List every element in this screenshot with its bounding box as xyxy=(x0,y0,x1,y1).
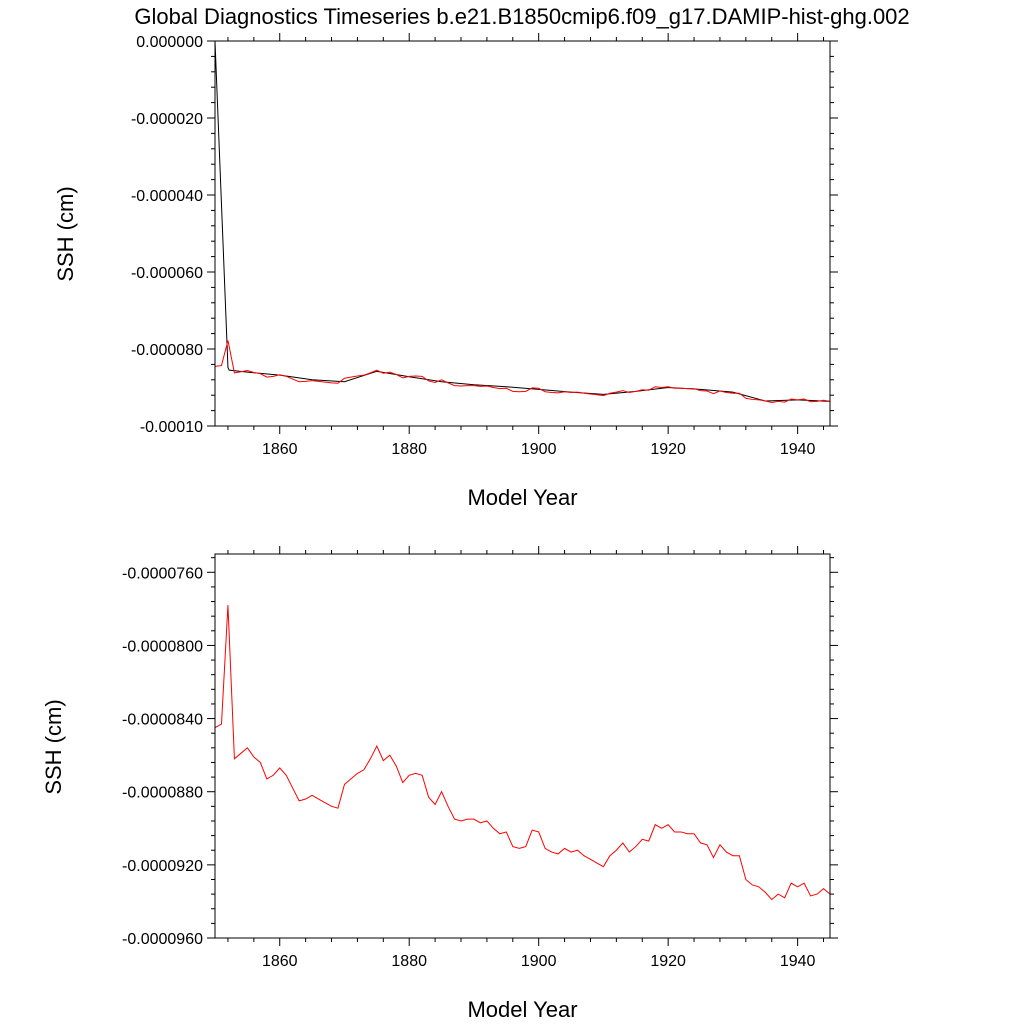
x-tick-label: 1860 xyxy=(262,441,298,458)
series-line-1 xyxy=(214,340,831,404)
x-tick-label: 1900 xyxy=(521,953,557,970)
x-tick-label: 1940 xyxy=(780,441,816,458)
y-tick-label: -0.0000920 xyxy=(122,858,203,875)
y-tick-label: -0.000060 xyxy=(131,265,203,282)
x-tick-label: 1920 xyxy=(650,953,686,970)
x-tick-label: 1880 xyxy=(391,441,427,458)
top-panel-y-axis-label: SSH (cm) xyxy=(53,186,78,281)
y-tick-label: -0.0000760 xyxy=(122,565,203,582)
top-panel-lines xyxy=(214,40,831,404)
x-tick-label: 1900 xyxy=(521,441,557,458)
top-panel-ticks xyxy=(207,33,838,434)
y-tick-label: -0.0000840 xyxy=(122,712,203,729)
bottom-panel-lines xyxy=(214,605,831,901)
x-tick-label: 1920 xyxy=(650,441,686,458)
bottom-panel-y-axis-label: SSH (cm) xyxy=(41,699,66,794)
bottom-panel-frame xyxy=(214,553,831,939)
x-tick-label: 1860 xyxy=(262,953,298,970)
x-tick-label: 1940 xyxy=(780,953,816,970)
top-panel-tick-labels: 1860 1880 1900 1920 1940 0.000000 -0.000020 -0.… xyxy=(131,34,816,458)
top-panel-frame xyxy=(214,40,831,427)
figure-title: Global Diagnostics Timeseries b.e21.B185… xyxy=(134,4,909,29)
bottom-panel: 1860 1880 1900 1920 1940 -0.0000760 -0.0000800… xyxy=(41,546,838,1022)
y-tick-label: 0.000000 xyxy=(136,34,203,51)
bottom-panel-tick-labels: 1860 1880 1900 1920 1940 -0.0000760 -0.0000800… xyxy=(122,565,815,970)
y-tick-label: -0.00010 xyxy=(140,419,203,436)
y-tick-label: -0.000080 xyxy=(131,342,203,359)
y-tick-label: -0.0000800 xyxy=(122,638,203,655)
y-tick-label: -0.000020 xyxy=(131,111,203,128)
bottom-panel-ticks xyxy=(207,546,838,946)
series-line-0 xyxy=(214,40,831,402)
bottom-panel-x-axis-label: Model Year xyxy=(467,997,577,1022)
top-panel-x-axis-label: Model Year xyxy=(467,485,577,510)
top-panel: 1860 1880 1900 1920 1940 0.000000 -0.000020 -0.… xyxy=(53,33,838,510)
series-line-0 xyxy=(214,605,831,901)
y-tick-label: -0.000040 xyxy=(131,188,203,205)
y-tick-label: -0.0000880 xyxy=(122,785,203,802)
x-tick-label: 1880 xyxy=(391,953,427,970)
y-tick-label: -0.0000960 xyxy=(122,931,203,948)
